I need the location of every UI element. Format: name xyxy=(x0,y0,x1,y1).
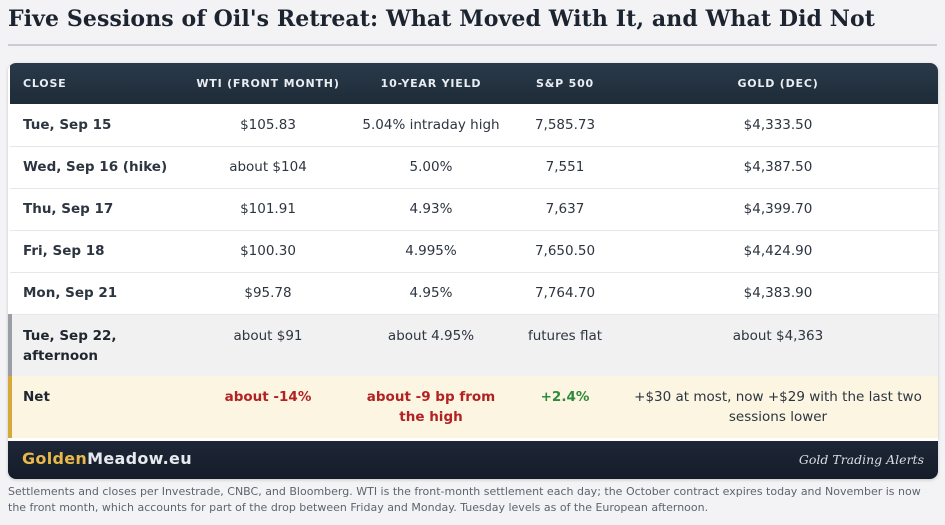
cell-yield: 4.93% xyxy=(409,201,453,217)
table-row-latest: Tue, Sep 22, afternoon about $91 about 4… xyxy=(8,314,938,376)
sessions-table: CLOSE WTI (FRONT MONTH) 10-YEAR YIELD S&… xyxy=(8,63,938,438)
brand-logo[interactable]: GoldenMeadow.eu xyxy=(22,449,192,468)
header-sp500: S&P 500 xyxy=(536,77,594,90)
cell-sp500: 7,637 xyxy=(545,201,585,217)
header-wti: WTI (FRONT MONTH) xyxy=(196,77,340,90)
cell-yield: 4.995% xyxy=(405,243,457,259)
cell-net-label: Net xyxy=(8,376,188,438)
cell-close: Thu, Sep 17 xyxy=(23,201,114,217)
page-title: Five Sessions of Oil's Retreat: What Mov… xyxy=(8,6,876,32)
table-row: Wed, Sep 16 (hike) about $104 5.00% 7,55… xyxy=(10,146,938,188)
header-gold: GOLD (DEC) xyxy=(737,77,819,90)
cell-wti: $105.83 xyxy=(240,116,296,133)
cell-wti: $100.30 xyxy=(240,243,296,259)
cell-net-yield: about -9 bp from the high xyxy=(366,389,496,425)
cell-net-sp500: +2.4% xyxy=(540,389,590,405)
table-row: Mon, Sep 21 $95.78 4.95% 7,764.70 $4,383… xyxy=(10,272,938,314)
data-table-card: CLOSE WTI (FRONT MONTH) 10-YEAR YIELD S&… xyxy=(8,63,938,479)
cell-wti: about $104 xyxy=(229,159,307,175)
cell-yield: 5.00% xyxy=(409,159,453,175)
cell-wti: about $91 xyxy=(233,327,303,344)
cell-net-gold: +$30 at most, now +$29 with the last two… xyxy=(634,389,922,425)
cell-sp500: 7,551 xyxy=(545,159,585,175)
header-close: CLOSE xyxy=(23,77,67,90)
cell-sp500: futures flat xyxy=(527,327,603,344)
cell-close: Mon, Sep 21 xyxy=(23,285,118,301)
brand-logo-rest: Meadow.eu xyxy=(87,449,192,468)
title-divider xyxy=(8,44,937,46)
cell-yield: 5.04% intraday high xyxy=(362,116,500,133)
cell-close: Tue, Sep 15 xyxy=(23,116,112,133)
cell-gold: about $4,363 xyxy=(732,327,824,344)
cell-close: Tue, Sep 22, afternoon xyxy=(8,314,188,376)
table-row: Fri, Sep 18 $100.30 4.995% 7,650.50 $4,4… xyxy=(10,230,938,272)
cell-sp500: 7,764.70 xyxy=(534,285,596,301)
cell-gold: $4,333.50 xyxy=(743,116,813,133)
table-header-row: CLOSE WTI (FRONT MONTH) 10-YEAR YIELD S&… xyxy=(10,63,938,104)
cell-sp500: 7,650.50 xyxy=(534,243,596,259)
cell-gold: $4,424.90 xyxy=(743,243,813,259)
cell-yield: about 4.95% xyxy=(387,327,475,344)
cell-close: Wed, Sep 16 (hike) xyxy=(23,159,168,175)
cell-sp500: 7,585.73 xyxy=(534,116,596,133)
cell-close: Fri, Sep 18 xyxy=(23,243,105,259)
brand-tagline: Gold Trading Alerts xyxy=(798,452,924,467)
cell-wti: $101.91 xyxy=(240,201,296,217)
brand-footer: GoldenMeadow.eu Gold Trading Alerts xyxy=(8,441,938,479)
cell-yield: 4.95% xyxy=(409,285,453,301)
table-row: Tue, Sep 15 $105.83 5.04% intraday high … xyxy=(10,104,938,146)
brand-logo-gold: Golden xyxy=(22,449,88,468)
table-row-net: Net about -14% about -9 bp from the high… xyxy=(8,376,938,438)
cell-wti: $95.78 xyxy=(244,285,292,301)
cell-net-wti: about -14% xyxy=(224,389,312,405)
cell-gold: $4,383.90 xyxy=(743,285,813,301)
cell-gold: $4,399.70 xyxy=(743,201,813,217)
source-note: Settlements and closes per Investrade, C… xyxy=(8,485,921,514)
cell-gold: $4,387.50 xyxy=(743,159,813,175)
header-yield: 10-YEAR YIELD xyxy=(380,77,482,90)
table-row: Thu, Sep 17 $101.91 4.93% 7,637 $4,399.7… xyxy=(10,188,938,230)
